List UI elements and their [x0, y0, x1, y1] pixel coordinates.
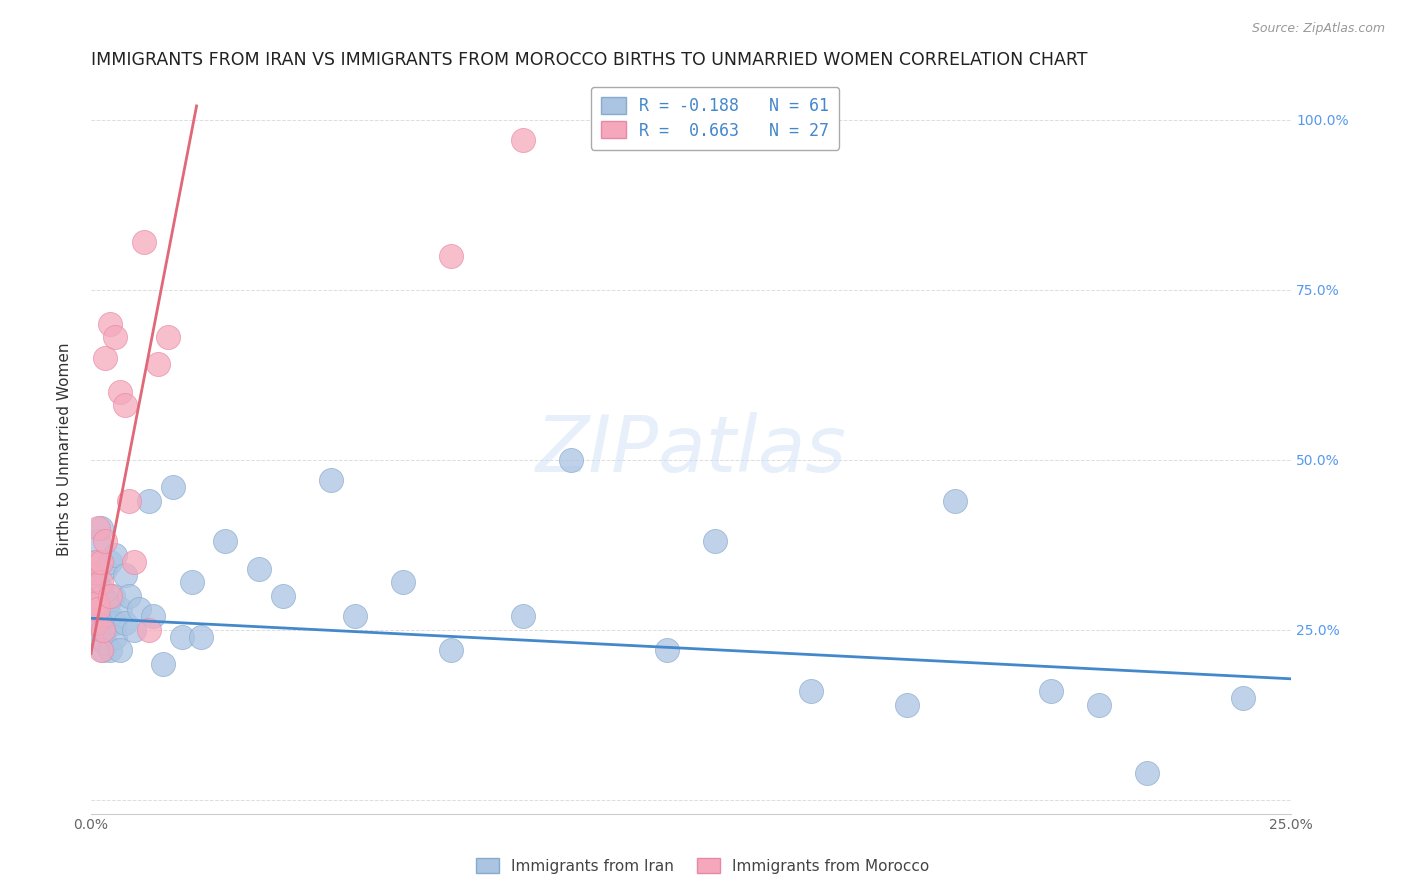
Point [98, 643, 121, 657]
Point [1040, 684, 1063, 698]
Point [91, 643, 114, 657]
Point [94, 609, 117, 624]
Point [132, 235, 155, 249]
Point [440, 249, 463, 263]
Point [91, 623, 114, 637]
Point [118, 493, 141, 508]
Point [98, 555, 121, 569]
Point [152, 657, 174, 671]
Point [94, 351, 117, 365]
Text: ZIPatlas: ZIPatlas [536, 411, 846, 488]
Point [122, 555, 145, 569]
Point [440, 643, 463, 657]
Point [86, 596, 108, 610]
Point [83, 602, 105, 616]
Point [560, 452, 582, 467]
Point [94, 623, 117, 637]
Point [655, 643, 678, 657]
Point [104, 548, 127, 562]
Point [512, 133, 534, 147]
Point [104, 330, 127, 344]
Point [319, 473, 342, 487]
Point [87, 534, 110, 549]
Point [104, 630, 127, 644]
Point [86, 623, 108, 637]
Point [91, 589, 114, 603]
Point [90, 555, 112, 569]
Point [1088, 698, 1111, 712]
Point [104, 615, 127, 630]
Text: IMMIGRANTS FROM IRAN VS IMMIGRANTS FROM MOROCCO BIRTHS TO UNMARRIED WOMEN CORREL: IMMIGRANTS FROM IRAN VS IMMIGRANTS FROM … [91, 51, 1087, 69]
Point [156, 330, 179, 344]
Point [82, 568, 104, 582]
Point [190, 630, 212, 644]
Point [392, 575, 415, 590]
Point [98, 609, 121, 624]
Point [87, 602, 110, 616]
Point [90, 630, 112, 644]
Point [84, 615, 107, 630]
Point [142, 609, 165, 624]
Point [94, 561, 117, 575]
Point [162, 480, 184, 494]
Point [512, 609, 534, 624]
Point [108, 384, 131, 399]
Point [180, 575, 202, 590]
Point [86, 575, 108, 590]
Point [98, 589, 121, 603]
Point [90, 582, 112, 596]
Point [122, 623, 145, 637]
Point [90, 643, 112, 657]
Point [138, 493, 160, 508]
Point [90, 521, 112, 535]
Point [1232, 690, 1254, 705]
Point [108, 643, 131, 657]
Point [146, 358, 169, 372]
Legend: R = -0.188   N = 61, R =  0.663   N = 27: R = -0.188 N = 61, R = 0.663 N = 27 [591, 87, 839, 150]
Point [84, 555, 107, 569]
Point [84, 609, 107, 624]
Point [114, 568, 136, 582]
Point [82, 589, 104, 603]
Point [82, 602, 104, 616]
Text: Source: ZipAtlas.com: Source: ZipAtlas.com [1251, 22, 1385, 36]
Point [90, 615, 112, 630]
Point [108, 602, 131, 616]
Point [89, 602, 111, 616]
Point [97, 596, 120, 610]
Point [214, 534, 236, 549]
Point [704, 534, 727, 549]
Point [101, 589, 124, 603]
Point [87, 615, 110, 630]
Point [94, 534, 117, 549]
Point [114, 398, 136, 412]
Legend: Immigrants from Iran, Immigrants from Morocco: Immigrants from Iran, Immigrants from Mo… [470, 852, 936, 880]
Point [271, 589, 294, 603]
Point [800, 684, 823, 698]
Point [90, 575, 112, 590]
Point [172, 630, 194, 644]
Point [82, 568, 104, 582]
Point [84, 555, 107, 569]
Point [247, 561, 270, 575]
Point [1136, 765, 1159, 780]
Point [138, 623, 160, 637]
Point [344, 609, 367, 624]
Point [83, 589, 105, 603]
Point [943, 493, 966, 508]
Point [896, 698, 918, 712]
Point [118, 589, 141, 603]
Point [98, 317, 121, 331]
Y-axis label: Births to Unmarried Women: Births to Unmarried Women [58, 343, 72, 557]
Point [87, 596, 110, 610]
Point [87, 521, 110, 535]
Point [114, 615, 136, 630]
Point [94, 636, 117, 650]
Point [128, 602, 150, 616]
